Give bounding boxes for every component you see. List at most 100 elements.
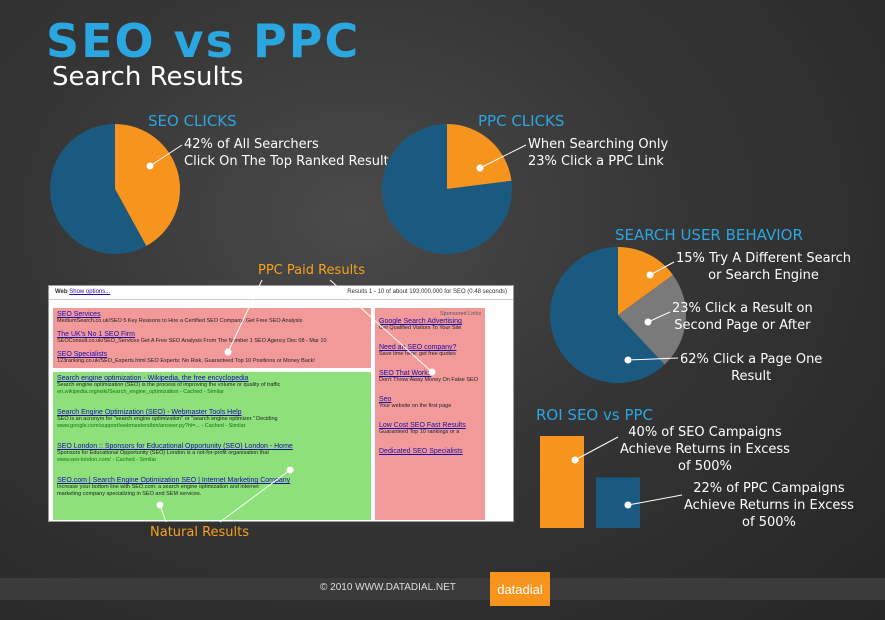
behavior-annotation-3: 62% Click a Page One Result xyxy=(680,351,822,385)
ppc-paid-leader-dot-1 xyxy=(224,348,232,356)
serp-natural-url: www.seo-london.com/ - Cached - Similar xyxy=(57,457,157,463)
serp-side-ad: Dedicated SEO Specialists xyxy=(379,448,481,455)
seo-clicks-pie xyxy=(50,124,181,254)
roi-annotation-seo: 40% of SEO Campaigns Achieve Returns in … xyxy=(620,424,790,475)
serp-natural-title[interactable]: Search Engine Optimization (SEO) - Webma… xyxy=(57,409,242,416)
roi-seo-leader-dot xyxy=(571,456,579,464)
behavior-annotation-2: 23% Click a Result on Second Page or Aft… xyxy=(672,300,813,334)
roi-title: ROI SEO vs PPC xyxy=(536,406,654,424)
behavior-title: SEARCH USER BEHAVIOR xyxy=(615,226,803,244)
ppc-leader-dot xyxy=(476,164,484,172)
serp-side-ad-title[interactable]: Low Cost SEO Fast Results xyxy=(379,422,466,429)
ppc-paid-leader-line-1 xyxy=(227,279,263,353)
footer-copyright: © 2010 WWW.DATADIAL.NET xyxy=(320,582,456,593)
serp-side-ad-title[interactable]: Dedicated SEO Specialists xyxy=(379,448,463,455)
serp-top-ad-desc: SEOConsult.co.uk/SEO_Services Get A Free… xyxy=(57,338,327,344)
seo-clicks-annotation: 42% of All Searchers Click On The Top Ra… xyxy=(184,136,389,170)
behavior-annotation-3-line2: Result xyxy=(731,369,772,384)
behavior-slice-0 xyxy=(618,247,674,315)
serp-top-bar: Web Show options... Results 1 - 10 of ab… xyxy=(49,286,513,300)
ppc-clicks-title: PPC CLICKS xyxy=(478,112,565,130)
ppc-clicks-slice-1 xyxy=(382,124,512,254)
ppc-paid-leader-line-2 xyxy=(329,279,433,373)
ppc-clicks-pie xyxy=(382,124,512,254)
roi-ppc-leader-dot xyxy=(624,501,632,509)
search-results-screenshot: Web Show options... Results 1 - 10 of ab… xyxy=(48,285,514,522)
ppc-clicks-annotation: When Searching Only 23% Click a PPC Link xyxy=(528,136,668,170)
serp-side-ad: Seo Your website on the first page xyxy=(379,396,481,410)
serp-show-options-link[interactable]: Show options... xyxy=(69,289,111,295)
serp-top-ad: The UK's No 1 SEO Firm SEOConsult.co.uk/S… xyxy=(57,331,367,345)
behavior-slice-2 xyxy=(550,247,665,383)
footer-bar xyxy=(0,578,885,600)
serp-natural-desc: Sponsors for Educational Opportunity (SE… xyxy=(57,450,269,456)
roi-annotation-seo-line2: Achieve Returns in Excess xyxy=(620,442,790,457)
behavior-leader-line-3 xyxy=(627,357,679,361)
serp-side-ad-desc: Don't Throw Away Money On False SEO xyxy=(379,377,478,383)
seo-clicks-slice-1 xyxy=(50,124,147,254)
serp-natural-desc: Search engine optimization (SEO) is the … xyxy=(57,382,281,388)
roi-ppc-leader-line xyxy=(627,494,683,506)
serp-natural-title[interactable]: SEO London :: Sponsors for Educational O… xyxy=(57,443,293,450)
serp-web-label: Web xyxy=(55,289,68,295)
serp-side-ads: Sponsored Links Google Search Advertisin… xyxy=(375,308,485,520)
serp-side-ad-title[interactable]: Google Search Advertising xyxy=(379,318,462,325)
seo-clicks-annotation-line1: 42% of All Searchers xyxy=(184,137,319,152)
natural-leader-line-2 xyxy=(219,469,291,523)
serp-side-ad-title[interactable]: Need an SEO company? xyxy=(379,344,457,351)
serp-top-ad: SEO Specialists 123ranking.co.uk/SEO_Expe… xyxy=(57,351,367,365)
seo-leader-line xyxy=(149,144,183,167)
ppc-paid-leader-dot-2 xyxy=(428,368,436,376)
serp-natural-desc: Increase your bottom line with SEO.com: … xyxy=(57,484,259,490)
ppc-clicks-annotation-line2: 23% Click a PPC Link xyxy=(528,154,664,169)
behavior-leader-dot-3 xyxy=(624,356,632,364)
serp-natural-result: SEO London :: Sponsors for Educational O… xyxy=(57,443,367,463)
serp-side-ad-desc: Guaranteed Top 10 rankings or a xyxy=(379,429,460,435)
serp-natural-title[interactable]: SEO.com | Search Engine Optimization SEO… xyxy=(57,477,291,484)
roi-annotation-ppc-line3: of 500% xyxy=(742,515,796,530)
page-subtitle: Search Results xyxy=(52,62,244,92)
serp-top-ad: SEO Services MediumSearch.co.uk/SEO 5 Key… xyxy=(57,311,367,325)
behavior-leader-dot-1 xyxy=(646,271,654,279)
behavior-annotation-2-line1: 23% Click a Result on xyxy=(672,301,813,316)
natural-leader-dot-2 xyxy=(286,466,294,474)
serp-natural-title[interactable]: Search engine optimization - Wikipedia, … xyxy=(57,375,249,382)
serp-side-ad: Google Search Advertising Get Qualified V… xyxy=(379,318,481,332)
serp-result-count: Results 1 - 10 of about 193,000,000 for … xyxy=(347,289,507,295)
serp-top-ad-title[interactable]: SEO Specialists xyxy=(57,351,108,358)
behavior-annotation-1-line1: 15% Try A Different Search xyxy=(676,251,852,266)
serp-side-ad: Low Cost SEO Fast Results Guaranteed Top … xyxy=(379,422,481,436)
ppc-clicks-annotation-line1: When Searching Only xyxy=(528,137,669,152)
datadial-logo[interactable]: datadial xyxy=(490,572,550,606)
roi-bar-chart xyxy=(540,436,640,528)
behavior-leader-dot-2 xyxy=(644,318,652,326)
serp-natural-result: Search engine optimization - Wikipedia, … xyxy=(57,375,367,395)
serp-side-ad-desc: Get Qualified Visitors To Your Site xyxy=(379,325,462,331)
roi-annotation-ppc-line1: 22% of PPC Campaigns xyxy=(693,481,845,496)
serp-natural-results: Search engine optimization - Wikipedia, … xyxy=(53,372,371,520)
roi-annotation-ppc-line2: Achieve Returns in Excess xyxy=(684,498,854,513)
serp-side-ad-title[interactable]: SEO That Works xyxy=(379,370,432,377)
seo-clicks-annotation-line2: Click On The Top Ranked Result xyxy=(184,154,389,169)
roi-bar-seo xyxy=(540,436,584,528)
natural-results-label: Natural Results xyxy=(150,525,250,540)
seo-leader-dot xyxy=(146,162,154,170)
serp-natural-result: SEO.com | Search Engine Optimization SEO… xyxy=(57,477,367,498)
natural-leader-dot-1 xyxy=(156,501,164,509)
serp-top-ad-title[interactable]: The UK's No 1 SEO Firm xyxy=(57,331,135,338)
serp-top-ad-desc: 123ranking.co.uk/SEO_Experts.html SEO Ex… xyxy=(57,358,315,364)
roi-annotation-seo-line3: of 500% xyxy=(678,459,732,474)
behavior-annotation-3-line1: 62% Click a Page One xyxy=(680,352,823,367)
ppc-leader-line xyxy=(479,144,527,169)
serp-side-ad-desc: Save time here: get free quotes xyxy=(379,351,456,357)
serp-side-ad: SEO That Works Don't Throw Away Money On … xyxy=(379,370,481,384)
serp-sponsored-label: Sponsored Links xyxy=(440,311,481,317)
behavior-annotation-2-line2: Second Page or After xyxy=(674,318,811,333)
roi-annotation-seo-line1: 40% of SEO Campaigns xyxy=(628,425,782,440)
ppc-paid-results-label: PPC Paid Results xyxy=(258,263,366,278)
serp-natural-desc: SEO is an acronym for "search engine opt… xyxy=(57,416,278,422)
serp-side-ad-title[interactable]: Seo xyxy=(379,396,392,403)
serp-top-ads: SEO Services MediumSearch.co.uk/SEO 5 Key… xyxy=(53,308,371,368)
serp-top-ad-title[interactable]: SEO Services xyxy=(57,311,101,318)
